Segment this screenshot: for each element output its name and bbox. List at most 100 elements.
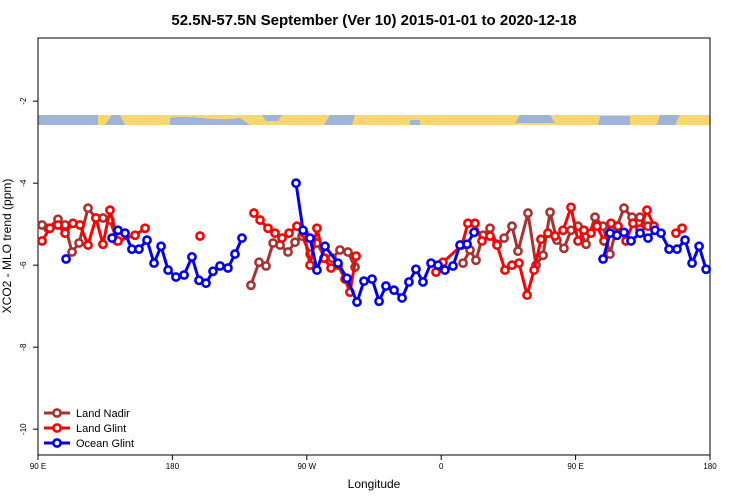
point: [215, 261, 225, 271]
point: [671, 228, 681, 239]
point: [536, 234, 546, 245]
point: [550, 231, 560, 241]
point: [130, 230, 140, 241]
point: [342, 273, 352, 284]
point: [374, 296, 384, 307]
x-tick-label: 180: [166, 462, 180, 471]
point: [61, 254, 71, 264]
x-axis-label: Longitude: [348, 477, 401, 491]
point: [277, 233, 287, 243]
point: [149, 258, 159, 269]
y-axis-label: XCO2 - MLO trend (ppm): [0, 179, 14, 314]
point: [642, 205, 652, 216]
point: [237, 233, 247, 243]
point: [499, 233, 509, 243]
point: [513, 246, 523, 257]
point: [254, 257, 264, 268]
point: [230, 249, 240, 259]
legend-label: Ocean Glint: [76, 438, 134, 450]
legend-marker: [52, 438, 62, 448]
point: [312, 223, 322, 234]
point: [656, 228, 666, 239]
point: [107, 233, 117, 243]
point: [283, 247, 293, 257]
point: [179, 270, 189, 280]
legend-marker: [52, 408, 62, 418]
point: [694, 241, 704, 252]
point: [619, 227, 629, 238]
point: [320, 241, 330, 252]
point: [223, 263, 233, 273]
point: [335, 245, 345, 255]
point: [397, 293, 407, 303]
point: [171, 272, 181, 282]
point: [485, 223, 495, 234]
point: [255, 215, 265, 225]
point: [458, 258, 468, 269]
x-tick-label: 90 E: [30, 462, 46, 471]
point: [514, 258, 524, 269]
point: [83, 240, 93, 250]
point: [134, 244, 144, 255]
point: [538, 250, 548, 261]
point: [643, 233, 653, 243]
point: [613, 221, 623, 232]
series: [61, 178, 712, 307]
point: [187, 252, 197, 262]
point: [333, 258, 343, 269]
point: [635, 228, 646, 239]
point: [140, 223, 150, 234]
point: [485, 231, 495, 241]
point: [343, 247, 353, 257]
point: [469, 227, 479, 238]
point: [263, 223, 273, 234]
x-tick-label: 180: [703, 462, 717, 471]
point: [120, 228, 130, 239]
point: [142, 235, 152, 246]
point: [201, 278, 211, 289]
point: [605, 249, 615, 259]
point: [75, 220, 85, 230]
chart-title: 52.5N-57.5N September (Ver 10) 2015-01-0…: [171, 12, 576, 29]
point: [83, 203, 93, 214]
point: [261, 261, 271, 271]
point: [592, 221, 602, 232]
y-tick-label: -6: [19, 261, 28, 269]
point: [298, 225, 308, 236]
point: [305, 260, 315, 271]
point: [208, 266, 218, 277]
point: [246, 280, 256, 291]
point: [523, 208, 533, 218]
point: [290, 237, 300, 248]
point: [586, 228, 596, 239]
legend-marker: [52, 423, 62, 433]
point: [359, 276, 369, 287]
point: [462, 239, 472, 250]
y-tick-label: -2: [19, 97, 28, 105]
point: [687, 258, 697, 269]
point: [53, 220, 63, 230]
point: [559, 243, 569, 254]
point: [470, 218, 480, 229]
map-strip: [38, 115, 710, 125]
point: [598, 254, 608, 264]
point: [418, 277, 428, 287]
point: [381, 281, 391, 291]
point: [91, 213, 101, 223]
point: [558, 225, 568, 236]
point: [312, 265, 322, 275]
point: [500, 265, 510, 275]
point: [492, 240, 502, 250]
point: [701, 264, 712, 275]
point: [352, 297, 362, 307]
point: [195, 231, 205, 241]
x-tick-label: 90 E: [567, 462, 583, 471]
plot-frame: [37, 37, 711, 456]
point: [351, 251, 361, 262]
point: [270, 228, 280, 239]
x-tick-label: 90 W: [297, 462, 316, 471]
point: [411, 264, 421, 275]
point: [477, 236, 487, 246]
point: [619, 203, 629, 214]
